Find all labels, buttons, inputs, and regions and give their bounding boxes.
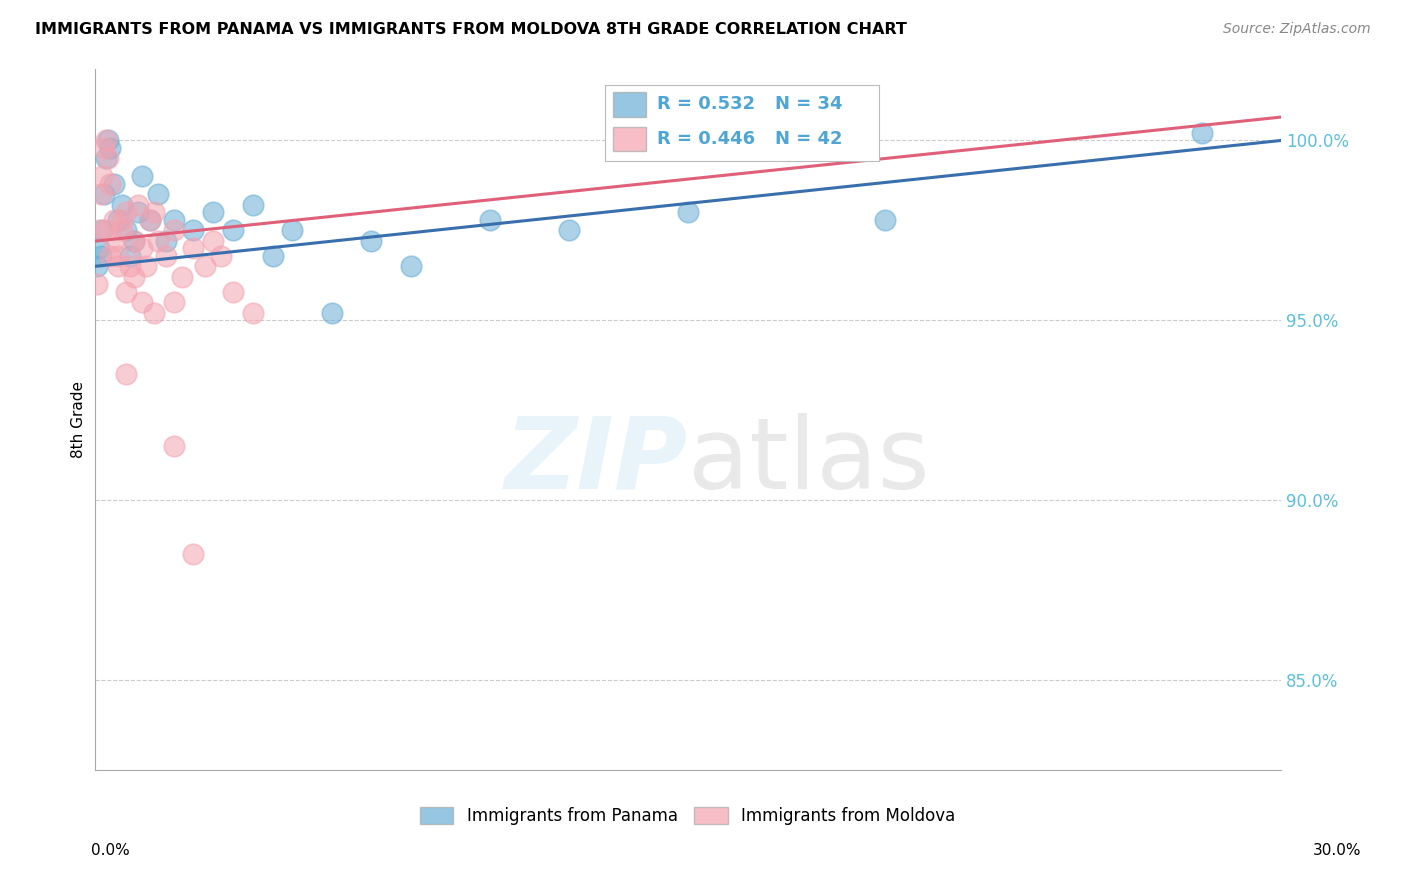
Point	[103, 234, 125, 248]
Point	[91, 169, 114, 184]
Bar	[613, 128, 645, 152]
Text: R = 0.446: R = 0.446	[657, 130, 755, 148]
Point	[111, 223, 134, 237]
Point	[142, 205, 165, 219]
Y-axis label: 8th Grade: 8th Grade	[72, 381, 86, 458]
Point	[115, 205, 138, 219]
Point	[222, 223, 245, 237]
Point	[131, 169, 153, 184]
Point	[89, 187, 111, 202]
Point	[399, 260, 422, 274]
Point	[209, 249, 232, 263]
Text: N = 34: N = 34	[775, 95, 842, 113]
Point	[93, 187, 115, 202]
Point	[281, 223, 304, 237]
Point	[131, 241, 153, 255]
Text: N = 42: N = 42	[775, 130, 842, 148]
Point	[142, 306, 165, 320]
Point	[139, 212, 162, 227]
Point	[107, 260, 129, 274]
Point	[183, 223, 205, 237]
Legend: Immigrants from Panama, Immigrants from Moldova: Immigrants from Panama, Immigrants from …	[420, 806, 956, 825]
Point	[96, 133, 118, 147]
Point	[131, 295, 153, 310]
Text: 30.0%: 30.0%	[1313, 843, 1361, 858]
Point	[262, 249, 284, 263]
Point	[120, 249, 142, 263]
Point	[242, 198, 264, 212]
Point	[360, 234, 382, 248]
Point	[242, 306, 264, 320]
Point	[96, 223, 118, 237]
Point	[183, 547, 205, 561]
Point	[87, 241, 110, 255]
Point	[155, 249, 177, 263]
Point	[103, 212, 125, 227]
Bar	[613, 93, 645, 117]
Point	[163, 295, 186, 310]
Point	[321, 306, 343, 320]
Text: Source: ZipAtlas.com: Source: ZipAtlas.com	[1223, 22, 1371, 37]
Point	[97, 133, 120, 147]
Point	[111, 198, 134, 212]
Point	[139, 212, 162, 227]
Point	[96, 152, 118, 166]
Point	[100, 141, 122, 155]
Point	[479, 212, 502, 227]
Point	[163, 439, 186, 453]
Point	[107, 249, 129, 263]
Point	[676, 205, 699, 219]
Point	[135, 260, 157, 274]
Point	[122, 270, 145, 285]
Point	[127, 198, 149, 212]
Point	[194, 260, 217, 274]
Point	[107, 212, 129, 227]
Point	[111, 212, 134, 227]
Text: 0.0%: 0.0%	[91, 843, 131, 858]
Point	[146, 187, 169, 202]
Point	[120, 260, 142, 274]
Point	[86, 277, 108, 292]
Point	[89, 249, 111, 263]
Text: atlas: atlas	[688, 413, 929, 510]
Point	[170, 270, 193, 285]
Point	[115, 223, 138, 237]
Point	[100, 177, 122, 191]
Point	[1191, 126, 1213, 140]
Point	[163, 212, 186, 227]
Point	[183, 241, 205, 255]
Text: ZIP: ZIP	[505, 413, 688, 510]
Point	[122, 234, 145, 248]
Point	[155, 234, 177, 248]
Point	[146, 234, 169, 248]
Point	[87, 223, 110, 237]
Point	[202, 234, 225, 248]
Point	[163, 223, 186, 237]
Text: IMMIGRANTS FROM PANAMA VS IMMIGRANTS FROM MOLDOVA 8TH GRADE CORRELATION CHART: IMMIGRANTS FROM PANAMA VS IMMIGRANTS FRO…	[35, 22, 907, 37]
Point	[97, 152, 120, 166]
Point	[115, 285, 138, 299]
Point	[202, 205, 225, 219]
Point	[115, 368, 138, 382]
Point	[91, 223, 114, 237]
Point	[558, 223, 581, 237]
Text: R = 0.532: R = 0.532	[657, 95, 755, 113]
Point	[122, 234, 145, 248]
Point	[222, 285, 245, 299]
Point	[103, 177, 125, 191]
Point	[93, 141, 115, 155]
Point	[86, 260, 108, 274]
Point	[875, 212, 897, 227]
Point	[100, 249, 122, 263]
Point	[127, 205, 149, 219]
